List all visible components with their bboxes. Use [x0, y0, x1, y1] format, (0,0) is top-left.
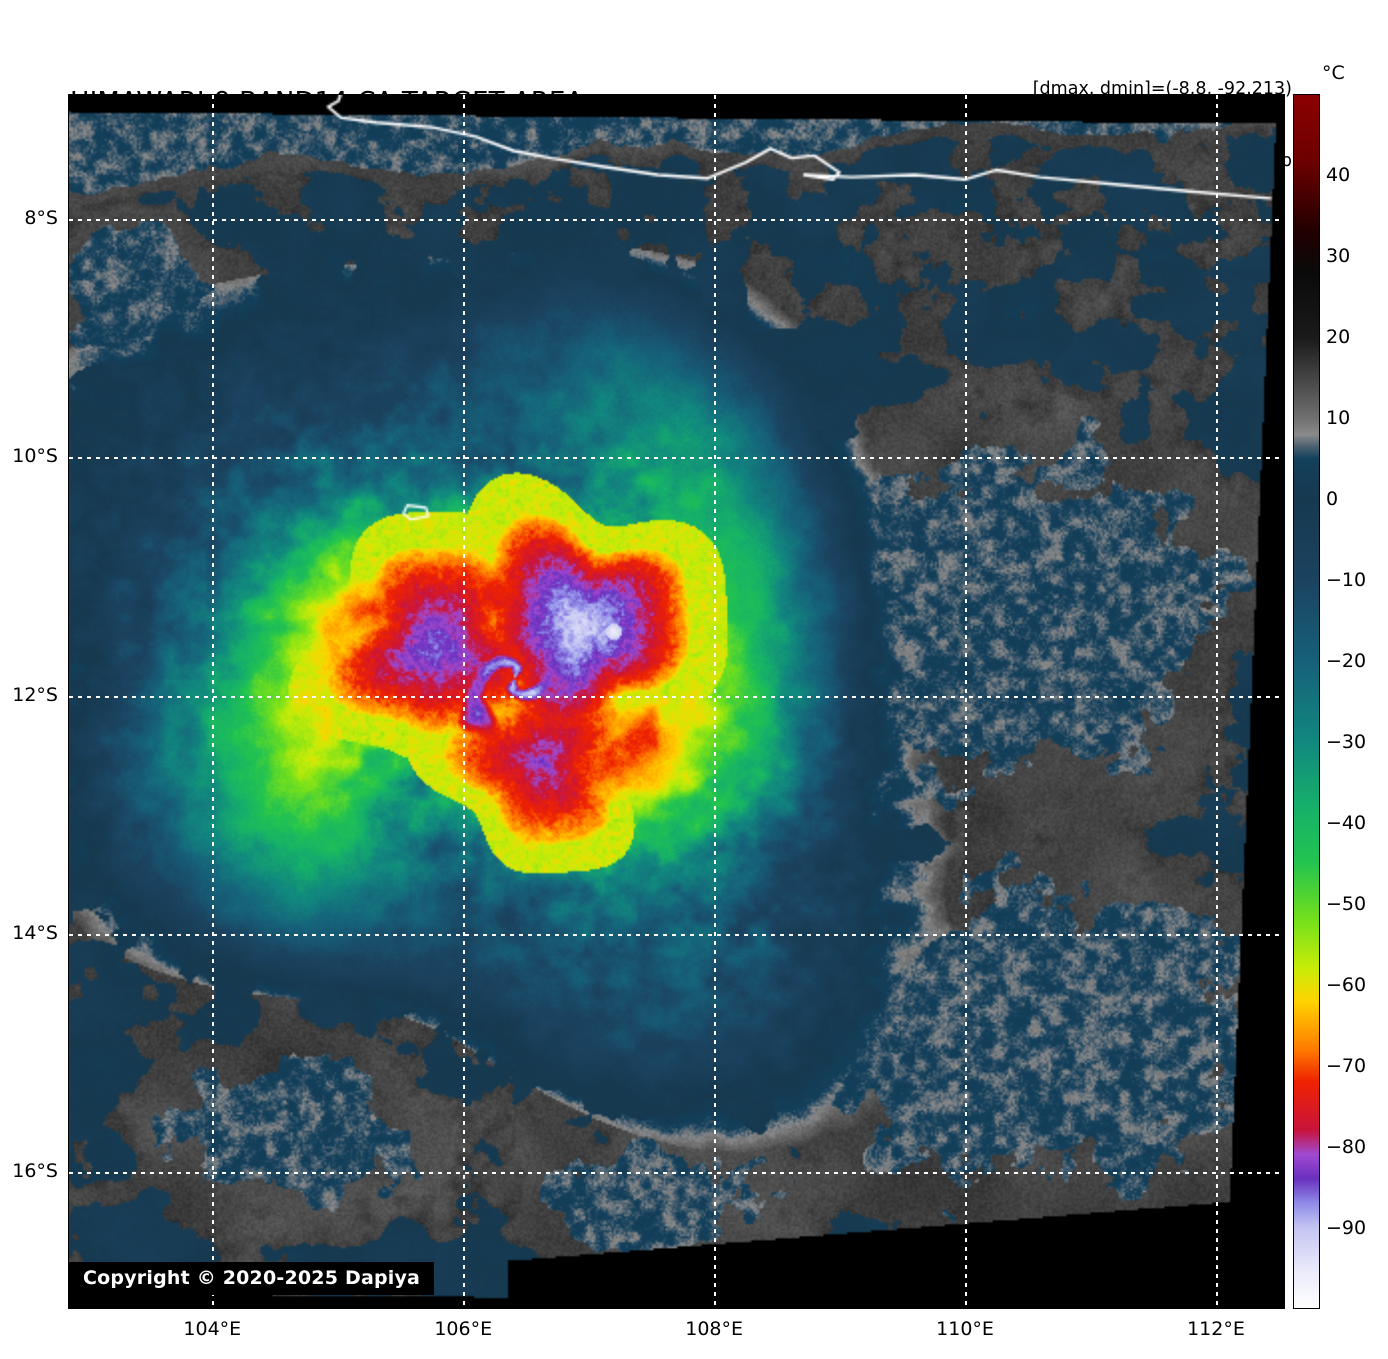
copyright-watermark: Copyright © 2020-2025 Dapiya — [69, 1262, 435, 1295]
lon-tick-label: 106°E — [434, 1318, 493, 1340]
colorbar-tick: −10 — [1326, 569, 1367, 591]
lon-tick-label: 112°E — [1187, 1318, 1245, 1340]
colorbar-tick: −40 — [1326, 812, 1367, 834]
colorbar-tick: 0 — [1326, 488, 1339, 510]
lat-tick-label: 16°S — [12, 1160, 58, 1182]
lon-tick-label: 110°E — [936, 1318, 994, 1340]
colorbar-tick: −90 — [1326, 1217, 1367, 1239]
lat-tick-label: 12°S — [12, 683, 58, 706]
colorbar-tick: 10 — [1326, 407, 1351, 429]
lat-tick-label: 10°S — [12, 445, 58, 468]
lat-tick-label: 14°S — [12, 921, 58, 944]
colorbar-gradient — [1294, 95, 1319, 1308]
satellite-image-plot[interactable]: Copyright © 2020-2025 Dapiya — [68, 94, 1285, 1309]
colorbar-tick: −80 — [1326, 1136, 1367, 1158]
colorbar-tick: 20 — [1326, 326, 1351, 348]
colorbar-tick: 40 — [1326, 164, 1351, 186]
colorbar-tick: 30 — [1326, 245, 1351, 267]
colorbar-unit-label: °C — [1322, 62, 1345, 84]
colorbar-tick: −60 — [1326, 974, 1367, 996]
colorbar-tick: −70 — [1326, 1055, 1367, 1077]
colorbar-tick: −20 — [1326, 650, 1367, 672]
lon-tick-label: 108°E — [685, 1318, 744, 1340]
colorbar-tick: −30 — [1326, 731, 1367, 753]
temperature-colorbar[interactable] — [1293, 94, 1320, 1309]
colorbar-tick: −50 — [1326, 893, 1367, 915]
satellite-infrared-imagery — [69, 95, 1284, 1308]
lat-tick-label: 8°S — [24, 207, 58, 230]
lon-tick-label: 104°E — [183, 1318, 242, 1340]
